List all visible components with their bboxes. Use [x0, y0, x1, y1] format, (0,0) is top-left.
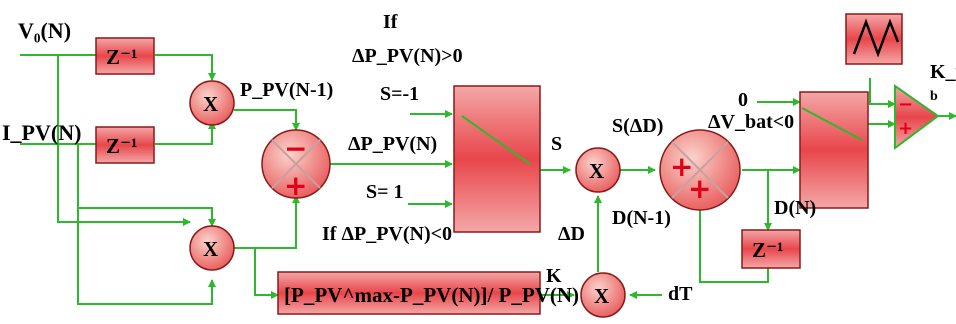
label-s-minus: S=-1 [380, 83, 419, 105]
label-s: S [551, 133, 562, 155]
label-delta-ppv: ΔP_PV(N) [348, 133, 437, 155]
multiplier-top-symbol: X [203, 92, 218, 116]
label-if-top-1: If [383, 11, 398, 33]
label-if-top-2: ΔP_PV(N)>0 [352, 45, 463, 67]
multiplier-s: X [575, 147, 621, 193]
z-inverse-2-text: Z⁻¹ [106, 134, 137, 158]
switch-block-1 [453, 85, 541, 233]
z-inverse-3-text: Z⁻¹ [752, 238, 783, 262]
multiplier-mid: X [189, 225, 235, 271]
label-s-ad: S(ΔD) [612, 115, 663, 137]
z-inverse-1-text: Z⁻¹ [106, 45, 137, 69]
summer-2: + + [659, 129, 741, 211]
multiplier-s-symbol: X [589, 159, 604, 183]
label-dvbat: ΔV_bat<0 [708, 111, 794, 133]
formula-block: [P_PV^max-P_PV(N)]/ P_PV(N) [277, 271, 579, 315]
label-ipv: I_PV(N) [2, 120, 81, 145]
summer-1-minus: − [284, 132, 307, 165]
z-inverse-block-3: Z⁻¹ [741, 229, 801, 269]
label-zero: 0 [738, 89, 748, 111]
formula-text: [P_PV^max-P_PV(N)]/ P_PV(N) [284, 283, 579, 307]
multiplier-mid-symbol: X [203, 237, 218, 261]
summer-2-plus-bottom: + [688, 172, 711, 205]
triangle-wave-block [845, 13, 903, 65]
comparator: − + [894, 84, 940, 150]
label-dt: dT [668, 283, 693, 305]
label-ppv-prev: P_PV(N-1) [240, 79, 333, 101]
label-s-plus: S= 1 [366, 181, 404, 203]
z-inverse-block-2: Z⁻¹ [95, 126, 155, 164]
multiplier-k: X [580, 272, 626, 318]
label-v0: V₀(N) [18, 18, 71, 43]
comparator-plus: + [898, 118, 913, 139]
label-if-bottom: If ΔP_PV(N)<0 [322, 223, 452, 245]
multiplier-k-symbol: X [594, 284, 609, 308]
switch-block-2 [799, 91, 869, 209]
comparator-minus: − [898, 94, 913, 115]
triangle-wave-icon [852, 18, 900, 58]
label-d-prev: D(N-1) [612, 207, 671, 229]
labels: V₀(N) I_PV(N) P_PV(N-1) If ΔP_PV(N)>0 S=… [2, 11, 956, 305]
summer-1: − + [261, 129, 331, 202]
summer-2-plus-left: + [670, 150, 693, 183]
label-kv: K_v [930, 61, 956, 83]
label-k: K [546, 265, 562, 287]
summer-1-plus: + [284, 169, 307, 202]
z-inverse-block-1: Z⁻¹ [95, 37, 155, 75]
multiplier-top: X [189, 80, 235, 126]
label-delta-d: ΔD [558, 223, 585, 245]
label-d-n: D(N) [774, 197, 816, 219]
label-b: b [930, 89, 938, 104]
